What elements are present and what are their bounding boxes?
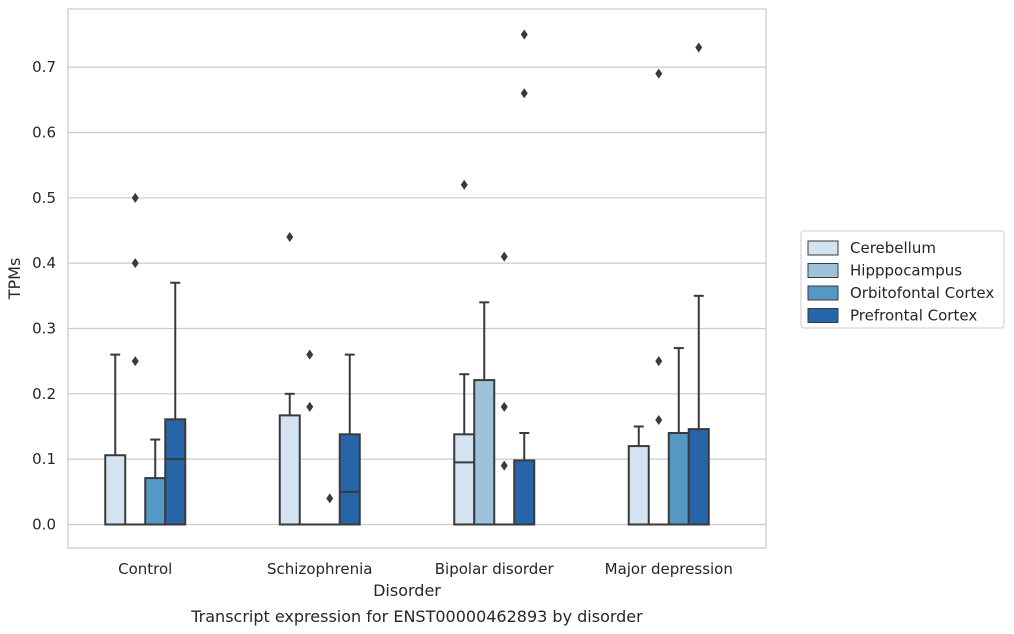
outlier-point <box>131 356 139 367</box>
box-cerebellum <box>453 179 476 526</box>
x-tick-label: Bipolar disorder <box>435 560 555 578</box>
legend: Cerebellum Hipppocampus Orbitofontal Corte… <box>800 230 1005 329</box>
box-rect <box>627 445 650 526</box>
outlier-point <box>655 68 663 79</box>
box-hipppocampus <box>647 68 670 526</box>
y-tick-label: 0.3 <box>32 319 56 337</box>
x-tick-label: Major depression <box>605 560 733 578</box>
outlier-point <box>655 356 663 367</box>
legend-label: Orbitofontal Cortex <box>850 284 994 302</box>
outlier-point <box>520 29 528 40</box>
y-tick-label: 0.4 <box>32 254 56 272</box>
legend-swatch <box>807 285 839 301</box>
box-rect <box>338 433 361 526</box>
box-orbitofontal-cortex <box>318 493 341 526</box>
outlier-point <box>131 192 139 203</box>
box-rect <box>667 432 690 526</box>
y-tick-label: 0.7 <box>32 58 56 76</box>
y-axis-label: TPMs <box>5 258 24 301</box>
box-cerebellum <box>104 353 127 526</box>
legend-label: Prefrontal Cortex <box>850 307 977 325</box>
box-rect <box>453 433 476 526</box>
box-orbitofontal-cortex <box>667 347 690 526</box>
outlier-point <box>520 88 528 99</box>
outlier-point <box>500 460 508 471</box>
box-rect <box>513 459 536 526</box>
y-axis-ticks: 0.0 0.1 0.2 0.3 0.4 0.5 0.6 0.7 <box>32 58 56 533</box>
box-hipppocampus <box>298 349 321 526</box>
box-prefrontal-cortex <box>338 353 361 526</box>
x-tick-label: Schizophrenia <box>267 560 372 578</box>
outlier-point <box>655 414 663 425</box>
outlier-point <box>306 401 314 412</box>
legend-swatch <box>807 263 839 278</box>
box-rect <box>687 428 710 526</box>
outlier-point <box>460 179 468 190</box>
y-tick-label: 0.1 <box>32 450 56 468</box>
outlier-point <box>131 258 139 269</box>
outlier-point <box>695 42 703 53</box>
outlier-point <box>500 251 508 262</box>
plot-frame <box>67 8 767 549</box>
box-prefrontal-cortex <box>164 281 187 526</box>
box-rect <box>104 454 127 526</box>
legend-swatch <box>807 240 839 256</box>
box-orbitofontal-cortex <box>144 438 167 526</box>
box-cerebellum <box>627 425 650 526</box>
y-tick-label: 0.2 <box>32 385 56 403</box>
legend-label: Cerebellum <box>850 239 936 257</box>
x-axis-ticks: Control Schizophrenia Bipolar disorder Majo… <box>118 560 733 578</box>
boxes <box>104 29 710 526</box>
x-tick-label: Control <box>118 560 172 578</box>
box-hipppocampus <box>124 192 147 526</box>
y-tick-label: 0.0 <box>32 515 56 533</box>
x-axis-label: Disorder <box>373 581 441 600</box>
box-hipppocampus <box>473 301 496 526</box>
y-tick-label: 0.5 <box>32 189 56 207</box>
chart-caption: Transcript expression for ENST0000046289… <box>190 607 643 626</box>
outlier-point <box>500 401 508 412</box>
box-prefrontal-cortex <box>513 29 536 526</box>
box-cerebellum <box>278 232 301 526</box>
legend-swatch <box>807 308 839 323</box>
box-rect <box>164 418 187 526</box>
outlier-point <box>286 232 294 243</box>
box-rect <box>473 379 496 526</box>
outlier-point <box>326 493 334 504</box>
box-orbitofontal-cortex <box>493 251 516 526</box>
legend-frame <box>800 230 1005 329</box>
legend-label: Hipppocampus <box>850 262 962 280</box>
outlier-point <box>306 349 314 360</box>
y-tick-label: 0.6 <box>32 123 56 141</box>
box-prefrontal-cortex <box>687 42 710 526</box>
box-rect <box>278 414 301 526</box>
box-rect <box>144 477 167 526</box>
